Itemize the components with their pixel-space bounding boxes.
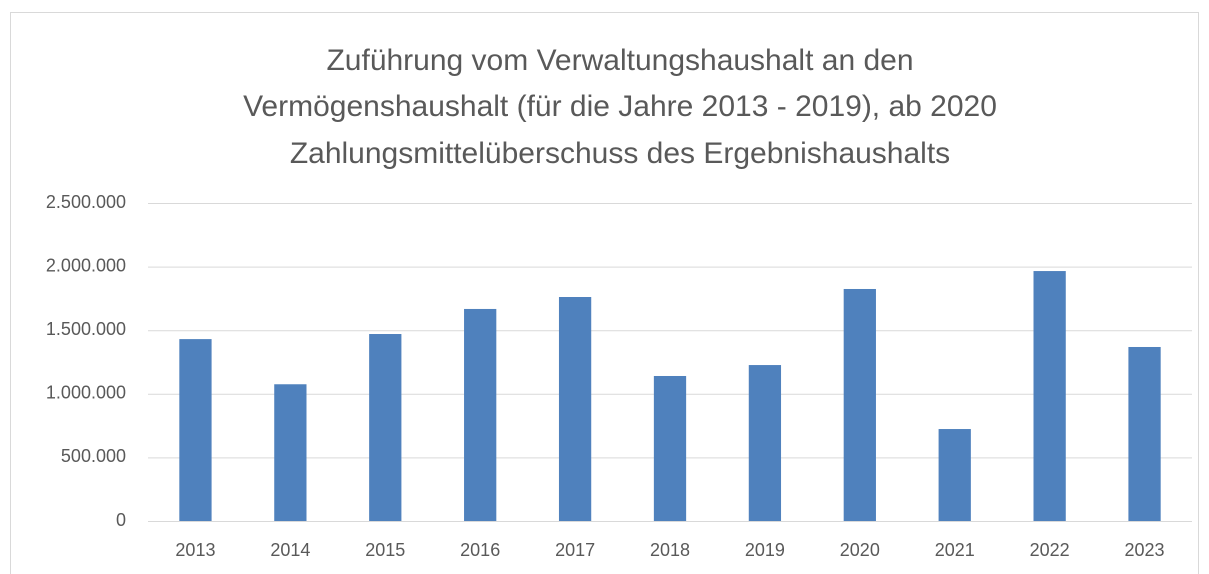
bar <box>843 288 876 521</box>
x-tick-label: 2022 <box>1030 540 1070 560</box>
bar <box>464 308 497 521</box>
y-tick-label: 2.000.000 <box>46 255 126 275</box>
y-tick-label: 2.500.000 <box>46 192 126 212</box>
chart-title: Zahlungsmittelüberschuss des Ergebnishau… <box>290 137 950 170</box>
y-tick-label: 1.000.000 <box>46 383 126 403</box>
y-tick-label: 1.500.000 <box>46 319 126 339</box>
x-tick-label: 2020 <box>840 540 880 560</box>
bar <box>369 334 402 521</box>
bar <box>1033 271 1066 521</box>
x-tick-label: 2019 <box>745 540 785 560</box>
x-tick-label: 2014 <box>270 540 310 560</box>
x-tick-label: 2013 <box>175 540 215 560</box>
x-tick-label: 2016 <box>460 540 500 560</box>
x-tick-label: 2017 <box>555 540 595 560</box>
x-tick-label: 2023 <box>1125 540 1165 560</box>
y-tick-label: 500.000 <box>61 446 126 466</box>
bar <box>558 297 592 521</box>
x-tick-label: 2021 <box>935 540 975 560</box>
bar <box>748 365 782 521</box>
chart-title: Zuführung vom Verwaltungshaushalt an den <box>326 44 913 77</box>
bar <box>179 339 212 521</box>
bar <box>1128 346 1161 521</box>
bar <box>653 375 687 521</box>
x-tick-label: 2015 <box>365 540 405 560</box>
chart-title: Vermögenshaushalt (für die Jahre 2013 - … <box>243 90 997 123</box>
x-tick-label: 2018 <box>650 540 690 560</box>
bar <box>274 384 307 521</box>
bar <box>938 429 971 521</box>
y-tick-label: 0 <box>116 510 126 530</box>
